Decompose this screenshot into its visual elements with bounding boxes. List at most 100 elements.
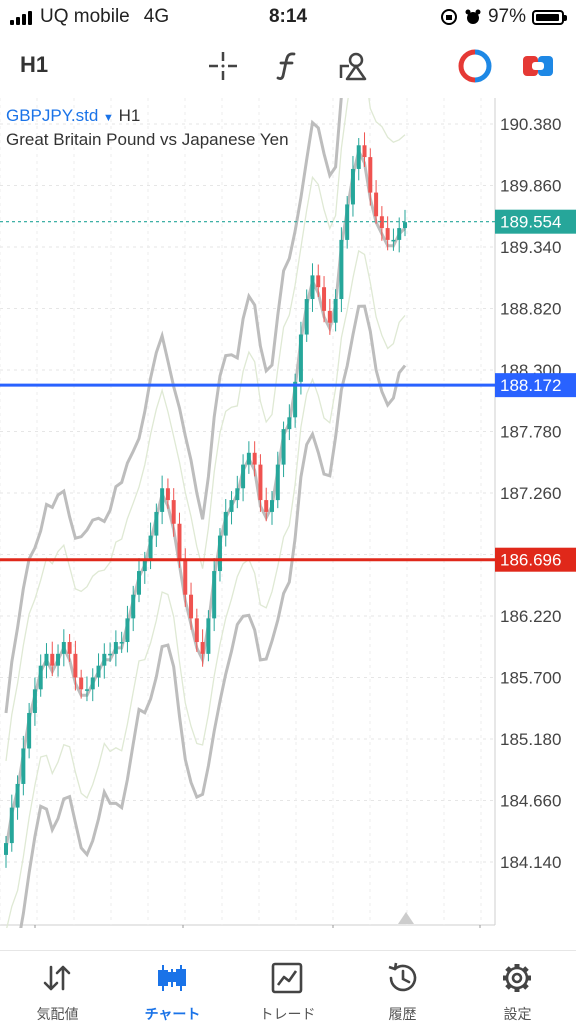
candle-body bbox=[368, 157, 373, 193]
candle-body bbox=[137, 571, 141, 595]
alarm-icon bbox=[465, 9, 481, 24]
candle-body bbox=[50, 653, 55, 666]
candle-body bbox=[281, 429, 286, 465]
y-tick-label: 189.340 bbox=[500, 238, 561, 257]
history-clock-icon bbox=[388, 962, 417, 992]
y-tick-label: 185.700 bbox=[500, 669, 561, 688]
candle-body bbox=[339, 239, 344, 300]
candle-body bbox=[108, 653, 113, 656]
candle-body bbox=[345, 204, 350, 240]
candle-body bbox=[15, 783, 20, 808]
upper-band-inner bbox=[5, 98, 406, 761]
crosshair-button[interactable] bbox=[205, 48, 241, 84]
bottom-nav: 気配値 チャート トレード 履歴 bbox=[0, 950, 576, 1025]
price-chart[interactable]: 190.380189.860189.340188.820188.300187.7… bbox=[0, 98, 576, 928]
nav-trade[interactable]: トレード bbox=[230, 951, 345, 1025]
status-left: UQ mobile 4G bbox=[10, 6, 169, 28]
candle-body bbox=[206, 618, 211, 654]
candle-body bbox=[362, 145, 367, 158]
y-tick-label: 189.860 bbox=[500, 177, 561, 196]
candle-body bbox=[177, 523, 182, 560]
candle-body bbox=[4, 843, 8, 855]
period-button[interactable]: H1 bbox=[20, 52, 49, 77]
battery-percent: 97% bbox=[487, 6, 526, 27]
candle-body bbox=[310, 275, 315, 300]
candle-body bbox=[298, 334, 303, 382]
candle-body bbox=[38, 665, 43, 690]
price-line-label-bg bbox=[495, 373, 576, 398]
y-tick-label: 188.820 bbox=[500, 300, 561, 319]
candle-body bbox=[235, 488, 240, 501]
lower-band-outer bbox=[19, 304, 407, 928]
candle-body bbox=[171, 500, 176, 524]
symbol-dropdown-icon[interactable]: ▼ bbox=[103, 112, 114, 124]
candle-body bbox=[217, 535, 222, 572]
candle-body bbox=[67, 642, 72, 654]
candle-body bbox=[183, 559, 188, 595]
candle-body bbox=[316, 275, 321, 288]
objects-button[interactable] bbox=[335, 48, 371, 84]
candle-body bbox=[275, 464, 280, 501]
upper-band-outer bbox=[4, 98, 343, 714]
candle-body bbox=[333, 299, 338, 323]
candle-body bbox=[327, 310, 332, 323]
candle-body bbox=[258, 464, 263, 501]
candle-body bbox=[84, 689, 89, 691]
candle-body bbox=[9, 807, 14, 844]
y-tick-label: 187.260 bbox=[500, 484, 561, 503]
candles-icon bbox=[158, 965, 186, 991]
candle-body bbox=[160, 488, 165, 512]
y-tick-label: 184.140 bbox=[500, 853, 561, 872]
candle-body bbox=[96, 665, 101, 678]
candle-body bbox=[374, 192, 379, 217]
nav-chart[interactable]: チャート bbox=[115, 951, 230, 1025]
candle-body bbox=[148, 535, 153, 560]
candle-body bbox=[252, 452, 257, 465]
orientation-lock-icon bbox=[440, 9, 457, 25]
price-line-label-bg bbox=[495, 209, 576, 234]
symbol-name[interactable]: GBPJPY.std bbox=[6, 106, 99, 125]
indicators-button[interactable] bbox=[270, 48, 306, 84]
shift-marker bbox=[398, 912, 414, 924]
signal-icon bbox=[10, 9, 32, 25]
candle-body bbox=[113, 642, 118, 654]
candle-body bbox=[356, 145, 361, 169]
chart-toggle-button[interactable] bbox=[520, 48, 556, 84]
candle-body bbox=[44, 653, 49, 666]
candle-body bbox=[350, 168, 355, 205]
candle-body bbox=[119, 642, 124, 644]
candle-body bbox=[125, 618, 130, 643]
one-click-trade-button[interactable] bbox=[457, 48, 493, 84]
candle-body bbox=[90, 677, 95, 690]
chart-toolbar: H1 bbox=[0, 34, 576, 98]
candle-body bbox=[287, 417, 292, 430]
lower-band-inner bbox=[6, 249, 406, 928]
candle-body bbox=[229, 500, 234, 512]
status-bar: UQ mobile 4G 8:14 97% bbox=[0, 0, 576, 34]
candle-body bbox=[142, 559, 147, 572]
candle-body bbox=[264, 500, 269, 512]
candle-body bbox=[270, 500, 274, 512]
price-line-label: 188.172 bbox=[500, 376, 561, 395]
y-tick-label: 185.180 bbox=[500, 730, 561, 749]
candle-body bbox=[102, 653, 107, 666]
candle-body bbox=[189, 594, 194, 619]
nav-quotes[interactable]: 気配値 bbox=[0, 951, 115, 1025]
candle-body bbox=[322, 287, 327, 311]
candle-body bbox=[304, 299, 309, 335]
status-time: 8:14 bbox=[268, 6, 308, 27]
candle-body bbox=[246, 452, 251, 465]
candle-body bbox=[27, 712, 32, 749]
y-tick-label: 187.780 bbox=[500, 423, 561, 442]
symbol-header[interactable]: GBPJPY.std ▼ H1 bbox=[6, 106, 140, 126]
trade-icon bbox=[458, 49, 492, 83]
nav-label: チャート bbox=[144, 1006, 201, 1022]
candle-body bbox=[154, 511, 159, 536]
nav-history[interactable]: 履歴 bbox=[345, 951, 460, 1025]
nav-settings[interactable]: 設定 bbox=[460, 951, 575, 1025]
candle-body bbox=[32, 689, 37, 713]
price-line-label: 186.696 bbox=[500, 551, 561, 570]
candle-body bbox=[131, 594, 136, 619]
carrier-label: UQ mobile bbox=[40, 6, 130, 27]
candle-body bbox=[79, 677, 84, 690]
